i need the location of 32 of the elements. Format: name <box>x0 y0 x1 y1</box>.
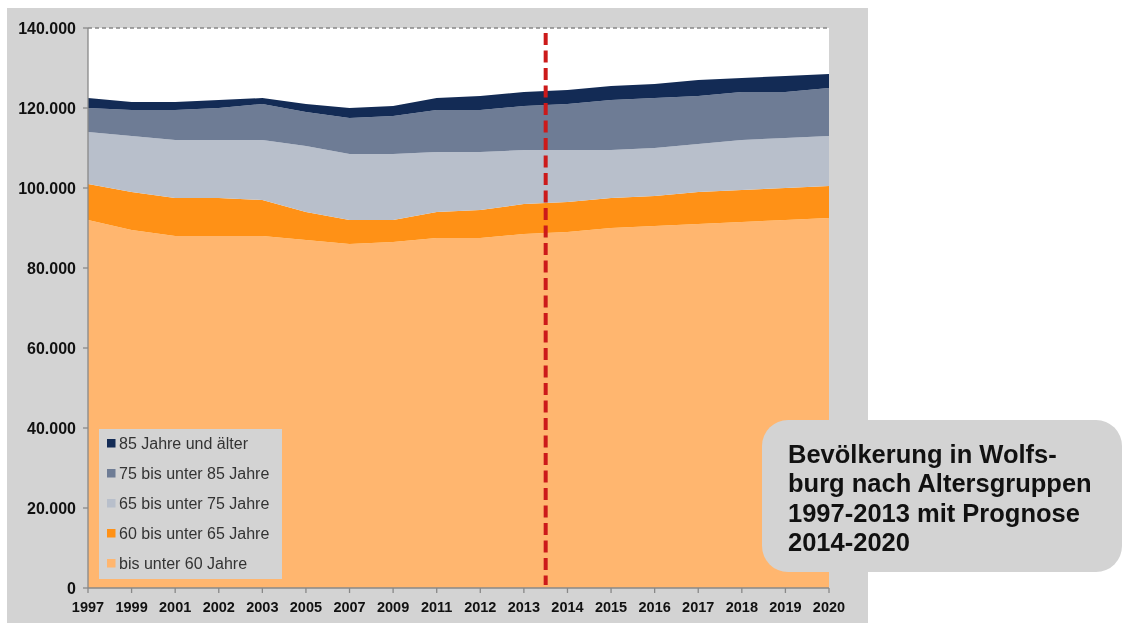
x-tick-label: 2020 <box>812 599 846 615</box>
x-tick-label: 2014 <box>551 599 584 615</box>
text: Bevölkerung in Wolfs- burg nach Altersgruppen 1997-2013 mit Prognose 2014-2020 <box>788 440 1092 556</box>
x-tick-label: 2016 <box>638 599 671 615</box>
y-tick-label: 60.000 <box>27 339 77 357</box>
x-tick-label: 2007 <box>333 599 366 615</box>
x-tick-label: 2012 <box>464 599 497 615</box>
legend-label: bis unter 60 Jahre <box>119 555 248 572</box>
y-tick-label: 40.000 <box>27 419 77 437</box>
x-tick-label: 2002 <box>202 599 235 615</box>
legend-label: 60 bis unter 65 Jahre <box>119 525 270 542</box>
x-tick-label: 2017 <box>682 599 715 615</box>
x-tick-label: 2003 <box>246 599 279 615</box>
x-tick-label: 1999 <box>115 599 148 615</box>
legend-label: 65 bis unter 75 Jahre <box>119 495 270 512</box>
y-tick-label: 140.000 <box>18 19 77 37</box>
y-tick-label: 0 <box>67 579 77 597</box>
x-tick-label: 2001 <box>159 599 192 615</box>
x-tick-label: 2018 <box>725 599 758 615</box>
x-tick-label: 2015 <box>594 599 628 615</box>
x-tick-label: 2005 <box>289 599 323 615</box>
x-tick-label: 2011 <box>420 599 453 615</box>
x-tick-label: 2019 <box>769 599 802 615</box>
y-tick-label: 100.000 <box>18 179 77 197</box>
y-tick-label: 20.000 <box>27 499 77 517</box>
y-tick-label: 80.000 <box>27 259 77 277</box>
x-tick-label: 1997 <box>71 599 105 615</box>
legend-label: 85 Jahre und älter <box>119 435 249 452</box>
legend-label: 75 bis unter 85 Jahre <box>119 465 270 482</box>
x-tick-label: 2013 <box>507 599 541 615</box>
x-tick-label: 2009 <box>376 599 410 615</box>
y-tick-label: 120.000 <box>18 99 77 117</box>
